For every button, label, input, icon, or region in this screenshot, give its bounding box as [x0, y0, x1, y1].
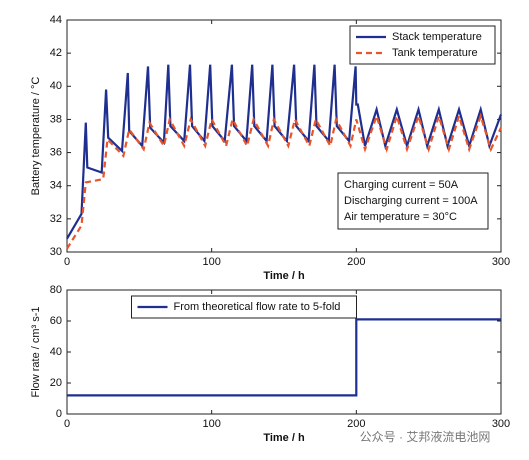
y-axis-label: Battery temperature / °C: [30, 77, 42, 196]
plot-frame: [66, 19, 502, 253]
y-tick-label: 36: [50, 146, 62, 158]
y-tick-label: 42: [50, 47, 62, 59]
y-tick-label: 40: [50, 346, 62, 358]
y-tick-label: 32: [50, 213, 62, 225]
legend-label: From theoretical flow rate to 5-fold: [174, 301, 341, 313]
watermark: 公众号 · 艾邦液流电池网: [360, 429, 491, 444]
x-tick-label: 300: [492, 256, 510, 268]
y-tick-label: 38: [50, 113, 62, 125]
data-line: [66, 112, 502, 250]
y-tick-label: 34: [50, 180, 62, 192]
y-tick-label: 20: [50, 377, 62, 389]
legend-label: Stack temperature: [392, 31, 482, 43]
legend-box: [349, 25, 496, 65]
data-line: [67, 318, 501, 397]
x-tick-label: 200: [347, 418, 365, 430]
x-tick-label: 100: [202, 418, 220, 430]
x-axis-label: Time / h: [263, 270, 305, 282]
annotation: Discharging current = 100A: [344, 195, 478, 207]
x-axis-label: Time / h: [263, 432, 305, 444]
x-tick-label: 0: [64, 418, 70, 430]
x-tick-label: 300: [492, 418, 510, 430]
x-tick-label: 0: [64, 256, 70, 268]
y-axis-label: Flow rate / cm³ s-1: [30, 306, 42, 397]
x-tick-label: 100: [202, 256, 220, 268]
y-tick-label: 60: [50, 315, 62, 327]
y-tick-label: 30: [50, 246, 62, 258]
y-tick-label: 0: [56, 408, 62, 420]
annotation: Air temperature = 30°C: [344, 211, 457, 223]
data-line: [66, 64, 503, 240]
y-tick-label: 44: [50, 14, 62, 26]
y-tick-label: 40: [50, 80, 62, 92]
legend-label: Tank temperature: [392, 47, 478, 59]
annotation-box: [337, 172, 489, 230]
annotation: Charging current = 50A: [344, 179, 459, 191]
y-tick-label: 80: [50, 284, 62, 296]
legend-box: [131, 295, 357, 319]
x-tick-label: 200: [347, 256, 365, 268]
